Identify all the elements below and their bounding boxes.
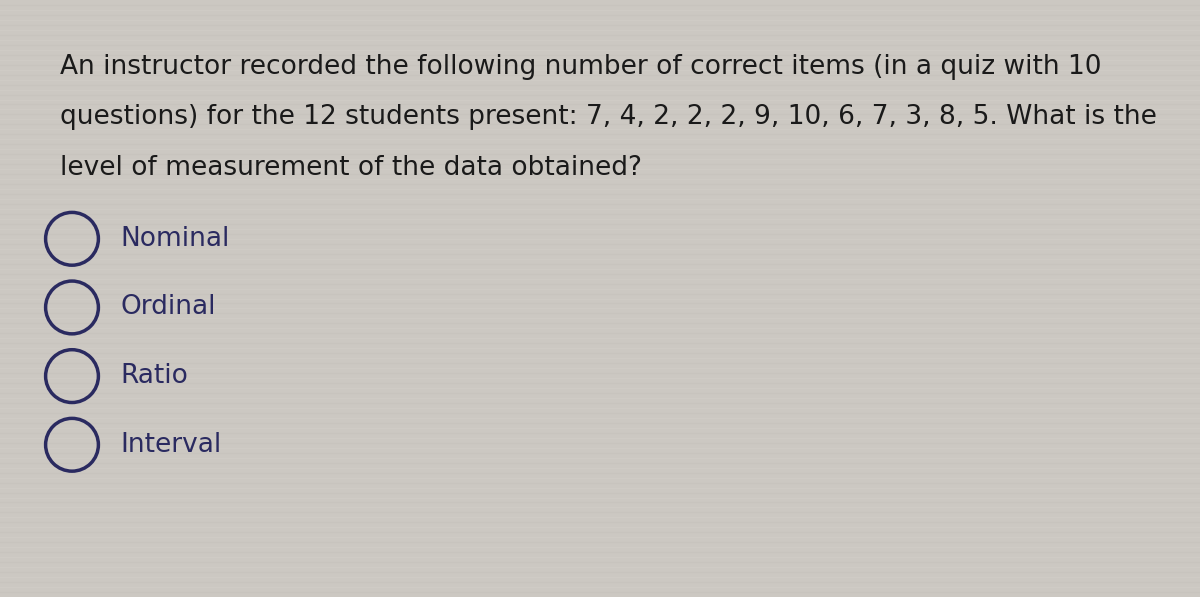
Text: Nominal: Nominal [120,226,229,252]
Text: level of measurement of the data obtained?: level of measurement of the data obtaine… [60,155,642,181]
Text: An instructor recorded the following number of correct items (in a quiz with 10: An instructor recorded the following num… [60,54,1102,80]
Text: Interval: Interval [120,432,221,458]
Text: questions) for the 12 students present: 7, 4, 2, 2, 2, 9, 10, 6, 7, 3, 8, 5. Wha: questions) for the 12 students present: … [60,104,1157,131]
Text: Ordinal: Ordinal [120,294,216,321]
Text: Ratio: Ratio [120,363,188,389]
